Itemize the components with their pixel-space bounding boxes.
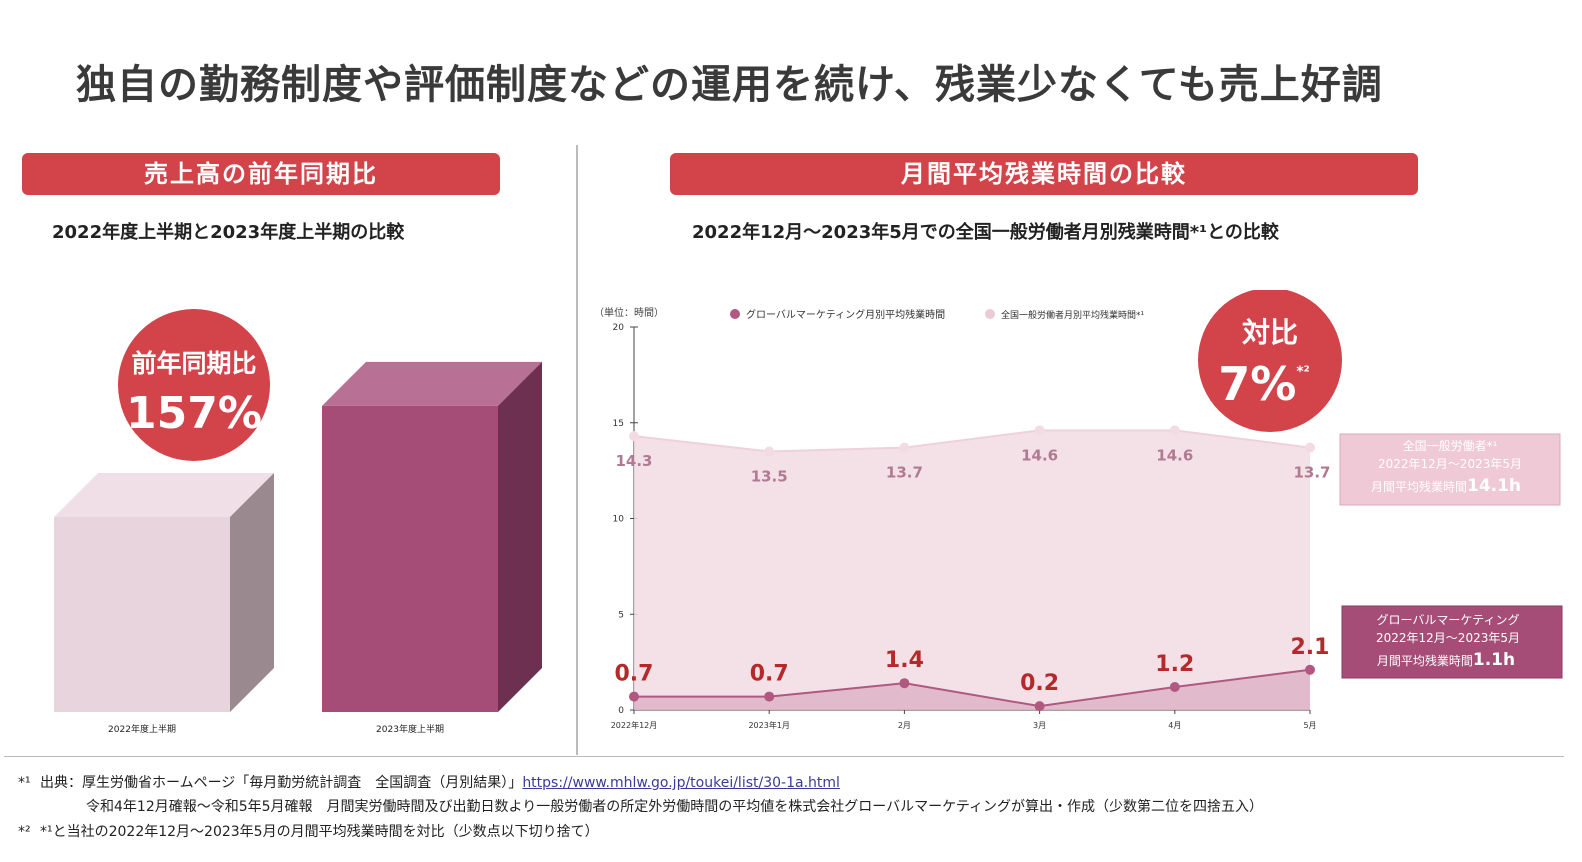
overtime-banner: 月間平均残業時間の比較 <box>670 153 1418 195</box>
yoy-badge-value: 157% <box>126 388 262 439</box>
data-label: 0.7 <box>615 662 654 687</box>
data-label: 14.3 <box>615 452 652 470</box>
data-label: 1.2 <box>1155 652 1194 677</box>
data-point <box>899 678 910 689</box>
page-title: 独自の勤務制度や評価制度などの運用を続け、残業少なくても売上好調 <box>76 62 1383 108</box>
sales-subtitle: 2022年度上半期と2023年度上半期の比較 <box>52 222 405 243</box>
series-line <box>634 668 1311 708</box>
data-point <box>1034 701 1045 712</box>
national-box-line1: 全国一般労働者*¹ <box>1403 438 1498 453</box>
data-label: 13.7 <box>1293 464 1330 482</box>
svg-text:全国一般労働者月別平均残業時間*¹: 全国一般労働者月別平均残業時間*¹ <box>1001 309 1145 321</box>
unit-label: （単位：時間） <box>594 306 664 319</box>
data-point <box>764 446 775 457</box>
data-point <box>899 442 910 453</box>
footnote-2-mark: *² <box>18 824 31 840</box>
data-point <box>764 691 775 702</box>
ratio-badge-value: 7%*² <box>1218 357 1310 411</box>
national-box-line3: 月間平均残業時間14.1h <box>1371 476 1521 496</box>
data-point <box>629 691 639 702</box>
data-point <box>1169 682 1180 693</box>
svg-text:グローバルマーケティング月別平均残業時間: グローバルマーケティング月別平均残業時間 <box>746 308 945 321</box>
footnote-2: *² *¹と当社の2022年12月～2023年5月の月間平均残業時間を対比（少数点… <box>18 821 599 841</box>
footer-divider <box>4 756 1564 757</box>
footnote-1-mark: *¹ <box>18 775 31 791</box>
series-line <box>633 429 1311 453</box>
yoy-badge-label: 前年同期比 <box>131 349 256 378</box>
company-summary-box: グローバルマーケティング 2022年12月～2023年5月 月間平均残業時間1.… <box>1341 605 1563 679</box>
data-point <box>1305 664 1315 675</box>
legend-item-company: グローバルマーケティング月別平均残業時間 <box>730 308 945 321</box>
sales-banner: 売上高の前年同期比 <box>22 153 500 195</box>
data-label: 0.7 <box>750 662 789 687</box>
data-label: 0.2 <box>1020 671 1059 696</box>
x-tick-label: 2月 <box>898 721 911 730</box>
x-tick-label: 3月 <box>1033 721 1046 730</box>
data-point <box>629 431 639 442</box>
source-link[interactable]: https://www.mhlw.go.jp/toukei/list/30-1a… <box>522 775 840 791</box>
data-label: 14.6 <box>1156 446 1193 464</box>
national-box-line2: 2022年12月～2023年5月 <box>1378 457 1522 471</box>
ratio-badge-label: 対比 <box>1242 316 1298 349</box>
y-tick-label: 0 <box>618 706 624 716</box>
x-tick-label: 2022年12月 <box>611 720 658 730</box>
y-tick-label: 10 <box>613 515 625 525</box>
data-label: 1.4 <box>885 648 924 673</box>
data-label: 13.7 <box>886 464 923 482</box>
overtime-line-chart: （単位：時間） 0 5 10 15 20 2022年12月 2023年1月 2月 3月 4月 5月 1… <box>594 290 1563 730</box>
footnote-2-text: *¹と当社の2022年12月～2023年5月の月間平均残業時間を対比（少数点以下… <box>40 824 599 840</box>
sales-bar-2 <box>322 361 542 712</box>
sales-bar-1 <box>54 473 274 712</box>
sales-bar-label: 2022年度上半期 <box>108 723 176 735</box>
sales-bar-chart: 2022年度上半期 2023年度上半期 前年同期比 157% <box>54 309 542 735</box>
data-label: 13.5 <box>751 467 788 485</box>
data-point <box>1034 425 1045 436</box>
legend-item-national: 全国一般労働者月別平均残業時間*¹ <box>985 309 1145 321</box>
footnote-1-detail: 令和4年12月確報～令和5年5月確報 月間実労働時間及び出勤日数より一般労働者の… <box>86 799 1263 815</box>
y-tick-label: 15 <box>613 419 624 429</box>
data-point <box>1305 442 1315 453</box>
x-tick-label: 4月 <box>1168 721 1181 730</box>
y-tick-label: 5 <box>618 610 624 620</box>
overtime-subtitle: 2022年12月～2023年5月での全国一般労働者月別残業時間*¹との比較 <box>692 222 1279 243</box>
footnote-1: *¹ 出典：厚生労働省ホームページ「毎月勤労統計調査 全国調査（月別結果）」htt… <box>18 772 840 792</box>
x-tick-label: 5月 <box>1303 721 1316 730</box>
data-label: 14.6 <box>1021 446 1058 464</box>
footnote-1-text: 出典：厚生労働省ホームページ「毎月勤労統計調査 全国調査（月別結果）」 <box>40 775 523 791</box>
panel-divider <box>576 145 578 755</box>
x-tick-label: 2023年1月 <box>748 720 789 730</box>
data-label: 2.1 <box>1291 635 1330 660</box>
company-box-line3: 月間平均残業時間1.1h <box>1377 650 1515 670</box>
yoy-badge <box>118 309 270 461</box>
company-box-line1: グローバルマーケティング <box>1377 613 1520 627</box>
sales-bar-label: 2023年度上半期 <box>376 723 444 735</box>
series-area <box>634 430 1310 710</box>
data-point <box>1169 425 1180 436</box>
national-summary-box: 全国一般労働者*¹ 2022年12月～2023年5月 月間平均残業時間14.1h <box>1339 433 1561 506</box>
series-area <box>634 669 1310 710</box>
y-tick-label: 20 <box>613 323 625 333</box>
company-box-line2: 2022年12月～2023年5月 <box>1376 631 1520 645</box>
ratio-badge <box>1198 290 1342 432</box>
